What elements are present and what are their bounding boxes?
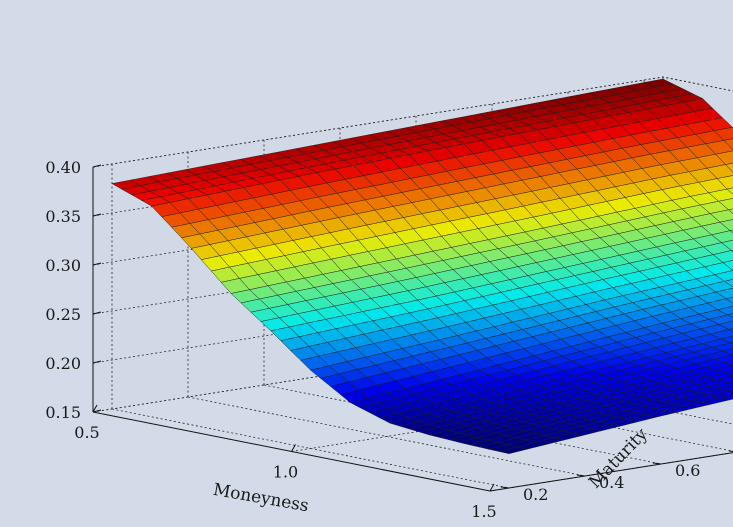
surface-patch (499, 446, 528, 454)
z-tick-mark (92, 409, 102, 413)
x-axis-label: Moneyness (212, 480, 311, 516)
axis-layer: 0.15 0.20 0.25 0.30 0.35 0.40 0.5 1.0 1.5 0.2 0.4 0… (45, 158, 733, 521)
z-tick-label: 0.40 (45, 158, 81, 177)
x-tick-mark (489, 483, 495, 492)
y-tick-mark (652, 462, 662, 465)
z-tick-label: 0.30 (45, 256, 81, 275)
z-tick-label: 0.15 (45, 403, 81, 422)
x-tick-mark (92, 404, 98, 413)
y-tick-mark (728, 450, 733, 453)
surface-patch (727, 389, 733, 393)
z-tick-label: 0.35 (45, 207, 81, 226)
z-tick-mark (92, 213, 102, 217)
x-tick-mark (291, 444, 296, 452)
x-tick-label: 1.5 (471, 502, 496, 521)
y-tick-mark (500, 486, 510, 489)
z-tick-mark (92, 360, 102, 364)
y-tick-mark (576, 474, 586, 477)
x-tick-label: 1.0 (273, 463, 298, 482)
z-tick-mark (92, 311, 102, 315)
x-tick-label: 0.5 (74, 423, 99, 442)
z-tick-label: 0.25 (45, 305, 81, 324)
surface-patch (726, 313, 733, 318)
z-tick-mark (92, 262, 102, 266)
surface-patch (726, 380, 733, 385)
y-tick-label: 0.6 (675, 461, 700, 480)
y-tick-label: 0.4 (599, 473, 624, 492)
surface-patch (726, 187, 733, 195)
surface-layer (111, 78, 733, 454)
z-tick-mark (92, 164, 102, 168)
z-tick-label: 0.20 (45, 354, 81, 373)
box-top-edge (92, 76, 733, 168)
y-tick-label: 0.2 (523, 485, 548, 504)
